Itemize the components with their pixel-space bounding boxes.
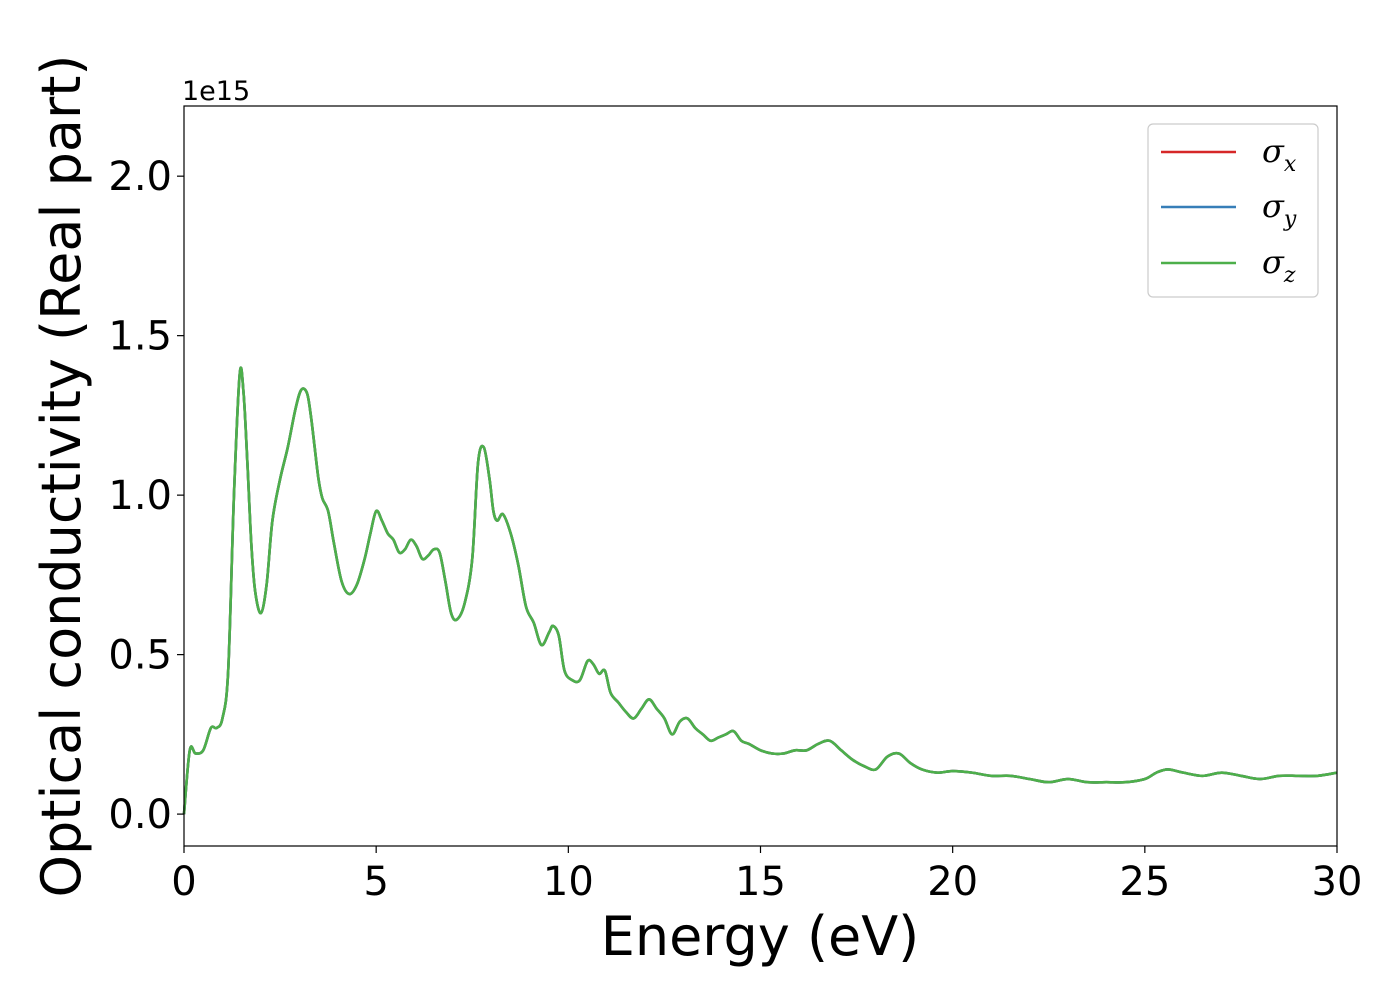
series-line-z bbox=[182, 366, 1338, 815]
y-axis-title: Optical conductivity (Real part) bbox=[30, 55, 93, 898]
x-axis-title: Energy (eV) bbox=[601, 905, 920, 968]
x-tick-label: 25 bbox=[1119, 859, 1170, 905]
legend-label-z: σz bbox=[1262, 243, 1296, 288]
x-tick-label: 30 bbox=[1312, 859, 1363, 905]
y-tick-label: 0.5 bbox=[108, 633, 172, 679]
x-tick-label: 15 bbox=[735, 859, 786, 905]
x-axis-ticks: 0 5 10 15 20 25 30 bbox=[171, 846, 1362, 905]
legend-box bbox=[1147, 123, 1319, 298]
x-tick-label: 10 bbox=[543, 859, 594, 905]
series-layer bbox=[182, 366, 1338, 815]
y-tick-label: 0.0 bbox=[108, 792, 172, 838]
legend: σx σy σz bbox=[1147, 123, 1319, 298]
y-tick-label: 2.0 bbox=[108, 154, 172, 200]
y-offset-label: 1e15 bbox=[182, 76, 250, 107]
y-tick-label: 1.0 bbox=[108, 473, 172, 519]
y-tick-label: 1.5 bbox=[108, 314, 172, 360]
x-tick-label: 5 bbox=[363, 859, 388, 905]
y-axis-ticks: 0.0 0.5 1.0 1.5 2.0 bbox=[108, 154, 184, 838]
legend-label-y: σy bbox=[1262, 187, 1297, 232]
legend-label-x: σx bbox=[1262, 132, 1297, 177]
x-tick-label: 20 bbox=[927, 859, 978, 905]
x-tick-label: 0 bbox=[171, 859, 196, 905]
